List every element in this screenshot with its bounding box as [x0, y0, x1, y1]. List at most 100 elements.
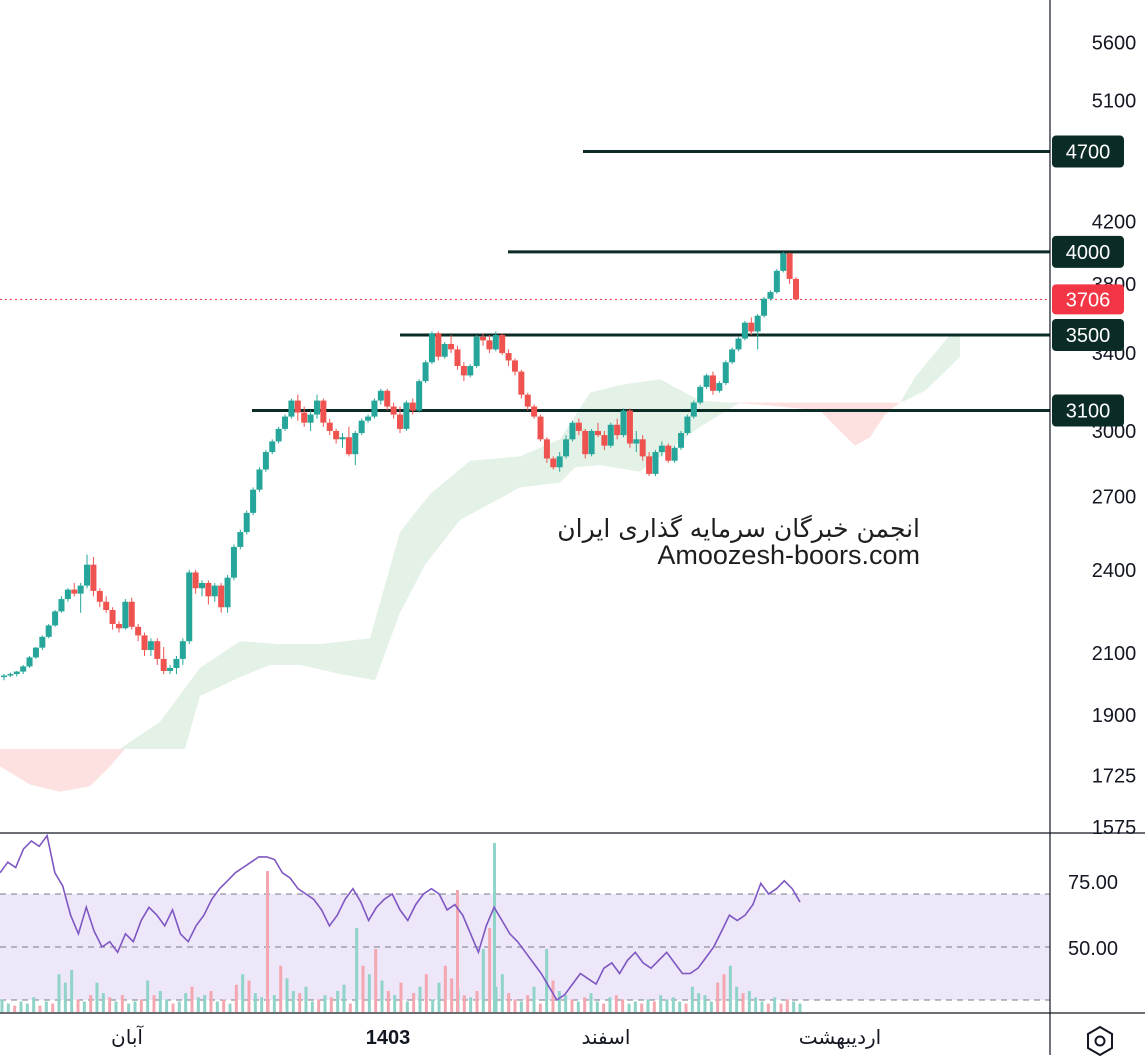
candle — [448, 335, 455, 354]
volume-bar — [526, 995, 530, 1012]
candle — [250, 487, 257, 516]
volume-bar — [184, 993, 188, 1012]
candle-body — [569, 422, 576, 440]
candle-body — [697, 386, 704, 403]
candle — [492, 331, 499, 352]
volume-bar — [367, 974, 371, 1012]
volume-bar — [146, 980, 150, 1012]
candle — [167, 664, 174, 675]
candle-body — [397, 414, 403, 429]
volume-bar — [785, 999, 789, 1012]
volume-bar — [481, 949, 485, 1012]
candle — [588, 428, 595, 457]
price-tick-label: 4200 — [1092, 212, 1137, 234]
volume-bar — [329, 997, 333, 1012]
candle-body — [186, 572, 193, 642]
candle — [160, 647, 167, 675]
candle-body — [71, 589, 78, 594]
candle — [77, 582, 84, 613]
volume-bar — [475, 991, 479, 1012]
volume-bar — [513, 999, 517, 1012]
candle-body — [607, 424, 614, 446]
volume-bar — [741, 993, 745, 1012]
volume-bar — [722, 974, 726, 1012]
chart-settings-button[interactable] — [1080, 1023, 1120, 1059]
volume-bar — [70, 970, 74, 1012]
candle — [13, 670, 20, 677]
candle-body — [499, 335, 506, 354]
volume-bar — [139, 999, 143, 1012]
candle — [371, 398, 378, 419]
volume-bar — [165, 999, 169, 1012]
volume-bar — [44, 1001, 48, 1012]
candle-body — [377, 390, 384, 401]
volume-bar — [671, 997, 675, 1012]
candle-body — [141, 635, 148, 650]
candle-body — [601, 435, 608, 446]
volume-bar — [196, 997, 200, 1012]
volume-bar — [493, 843, 496, 1012]
candle-body — [518, 371, 525, 395]
volume-bar — [272, 995, 276, 1012]
candle — [729, 347, 736, 365]
level-price-badge — [1052, 135, 1124, 168]
ichimoku-cloud — [0, 335, 960, 792]
candle — [192, 569, 199, 594]
volume-bar — [564, 995, 568, 1012]
candle — [313, 394, 320, 419]
candle — [537, 414, 544, 442]
candle-body — [473, 336, 480, 366]
volume-bar — [158, 991, 162, 1012]
volume-bar — [393, 995, 397, 1012]
candle-body — [32, 647, 39, 658]
candle-body — [26, 657, 33, 667]
candle-body — [480, 336, 487, 341]
volume-bar — [405, 1001, 409, 1012]
cloud-bullish-future — [900, 335, 960, 403]
volume-bar — [310, 1001, 314, 1012]
candle — [365, 414, 372, 423]
candle — [684, 414, 691, 436]
volume-bar — [234, 984, 238, 1012]
candle — [454, 345, 461, 370]
candle-body — [135, 626, 142, 636]
volume-bar — [583, 997, 587, 1012]
candle-body — [365, 416, 372, 421]
candle-body — [780, 253, 787, 271]
volume-bar — [279, 965, 283, 1012]
candle — [480, 333, 487, 346]
candle — [103, 596, 110, 613]
cloud-bearish-right — [730, 402, 900, 446]
volume-bar — [792, 1001, 796, 1012]
candle-body — [358, 420, 365, 434]
candle-body — [109, 610, 116, 624]
volume-bar — [621, 999, 625, 1012]
candle-body — [531, 406, 538, 417]
candle-body — [614, 424, 621, 436]
volume-bar — [57, 974, 61, 1012]
candle-body — [20, 666, 27, 672]
candle — [633, 430, 640, 453]
volume-bar — [355, 928, 359, 1012]
candle-body — [716, 383, 723, 391]
hexagon-settings-icon — [1087, 1025, 1113, 1057]
volume-bar — [399, 982, 403, 1012]
candle — [7, 672, 14, 678]
candle-body — [505, 353, 512, 361]
volume-bar — [304, 986, 308, 1012]
candle-body — [556, 456, 563, 468]
candle — [301, 406, 308, 427]
candle-body — [703, 375, 710, 387]
volume-bar — [443, 965, 447, 1012]
candle-body — [90, 564, 97, 591]
volume-bar — [418, 986, 422, 1012]
volume-bar — [266, 871, 269, 1012]
time-axis-label: آبان — [111, 1024, 144, 1049]
candle-body — [786, 253, 793, 279]
candle-body — [192, 572, 199, 589]
candle — [224, 575, 231, 613]
candle-body — [58, 599, 65, 612]
candle-body — [307, 414, 314, 423]
